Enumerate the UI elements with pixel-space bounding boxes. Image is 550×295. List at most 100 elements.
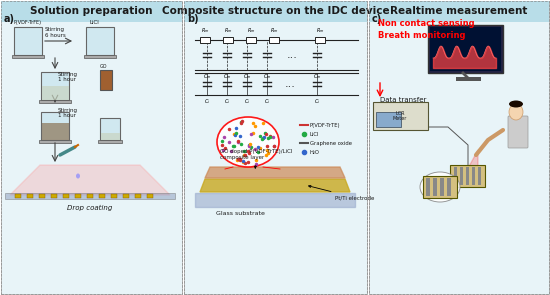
- Text: $R_m$: $R_m$: [316, 26, 324, 35]
- Text: c): c): [372, 14, 382, 24]
- Ellipse shape: [509, 104, 523, 120]
- Text: Breath monitoring: Breath monitoring: [378, 30, 465, 40]
- Ellipse shape: [217, 117, 279, 167]
- Text: P(VDF-TrFE): P(VDF-TrFE): [14, 20, 42, 25]
- Bar: [75, 194, 81, 198]
- Text: Solution preparation: Solution preparation: [30, 6, 153, 16]
- Bar: [84, 55, 116, 58]
- Bar: [111, 194, 117, 198]
- Bar: [100, 118, 120, 140]
- Bar: [39, 100, 71, 103]
- Bar: [87, 194, 93, 198]
- Polygon shape: [200, 179, 350, 192]
- Text: Drop coating: Drop coating: [67, 205, 113, 211]
- Bar: [454, 167, 457, 185]
- Bar: [51, 194, 57, 198]
- Text: H₂O: H₂O: [310, 150, 320, 155]
- Text: Stirring
6 hours: Stirring 6 hours: [45, 27, 65, 38]
- Bar: [184, 1, 367, 294]
- Ellipse shape: [76, 173, 80, 178]
- Bar: [15, 194, 21, 198]
- Text: $C_i$: $C_i$: [264, 97, 270, 106]
- Text: Stirring
1 hour: Stirring 1 hour: [58, 72, 78, 82]
- Bar: [86, 27, 114, 55]
- Text: GO doped P(VDF-TrTE)/LiCl
composite layer: GO doped P(VDF-TrTE)/LiCl composite laye…: [220, 149, 293, 168]
- Bar: [98, 140, 122, 143]
- Text: LiCl: LiCl: [310, 132, 320, 137]
- Text: Graphene oxide: Graphene oxide: [310, 140, 352, 145]
- Text: $R_m$: $R_m$: [224, 26, 232, 35]
- Bar: [269, 37, 279, 43]
- Bar: [135, 194, 141, 198]
- Bar: [100, 70, 112, 90]
- Bar: [14, 27, 42, 55]
- Bar: [376, 112, 401, 127]
- Bar: [428, 25, 503, 73]
- Bar: [123, 194, 129, 198]
- Bar: [184, 1, 367, 22]
- Text: $C_m$: $C_m$: [243, 72, 251, 81]
- Text: P(VDF-TrTE): P(VDF-TrTE): [310, 122, 340, 127]
- Text: $C_m$: $C_m$: [223, 72, 231, 81]
- Text: $C_m$: $C_m$: [263, 72, 271, 81]
- Polygon shape: [467, 150, 478, 182]
- Bar: [41, 72, 69, 100]
- Text: $R_m$: $R_m$: [270, 26, 278, 35]
- Bar: [373, 102, 428, 130]
- Bar: [1, 1, 182, 294]
- Polygon shape: [205, 167, 345, 178]
- Bar: [426, 178, 430, 196]
- Text: Non contact sensing: Non contact sensing: [378, 19, 475, 27]
- Text: Pt/Ti electrode: Pt/Ti electrode: [309, 185, 375, 200]
- Bar: [184, 1, 367, 294]
- Bar: [101, 133, 119, 140]
- Text: b): b): [187, 14, 199, 24]
- Text: Glass substrate: Glass substrate: [216, 211, 265, 216]
- Bar: [1, 1, 182, 294]
- Text: Data transfer: Data transfer: [380, 97, 426, 103]
- Bar: [447, 178, 451, 196]
- Bar: [478, 167, 481, 185]
- Text: ...: ...: [287, 50, 298, 60]
- Bar: [39, 140, 71, 143]
- Bar: [200, 37, 210, 43]
- Text: ...: ...: [284, 79, 295, 89]
- Bar: [472, 167, 475, 185]
- Bar: [41, 112, 69, 140]
- Bar: [450, 165, 485, 187]
- Bar: [27, 194, 33, 198]
- Text: $C_i$: $C_i$: [314, 97, 320, 106]
- Text: a): a): [4, 14, 15, 24]
- Text: $C_i$: $C_i$: [204, 97, 210, 106]
- Bar: [423, 176, 457, 198]
- Bar: [369, 1, 549, 294]
- Bar: [460, 167, 463, 185]
- Bar: [39, 194, 45, 198]
- Text: GO: GO: [99, 64, 107, 69]
- Bar: [41, 123, 69, 140]
- Text: $R_m$: $R_m$: [247, 26, 255, 35]
- Bar: [433, 178, 437, 196]
- Text: $R_m$: $R_m$: [201, 26, 209, 35]
- Bar: [147, 194, 153, 198]
- Text: $C_m$: $C_m$: [203, 72, 211, 81]
- Bar: [63, 194, 69, 198]
- Bar: [369, 1, 549, 294]
- Text: LiCl: LiCl: [90, 20, 100, 25]
- Text: $C_i$: $C_i$: [244, 97, 250, 106]
- Bar: [466, 167, 469, 185]
- Bar: [5, 193, 175, 199]
- Text: $C_i$: $C_i$: [224, 97, 230, 106]
- Text: Stirring
1 hour: Stirring 1 hour: [58, 108, 78, 118]
- Ellipse shape: [420, 172, 460, 202]
- Bar: [456, 77, 481, 81]
- Bar: [99, 194, 105, 198]
- Text: Realtime measurement: Realtime measurement: [390, 6, 527, 16]
- Bar: [369, 1, 549, 22]
- Text: $C_m$: $C_m$: [313, 72, 321, 81]
- FancyBboxPatch shape: [508, 116, 528, 148]
- Ellipse shape: [509, 101, 523, 107]
- Text: Composite structure on the IDC device: Composite structure on the IDC device: [162, 6, 389, 16]
- Bar: [246, 37, 256, 43]
- Bar: [315, 37, 325, 43]
